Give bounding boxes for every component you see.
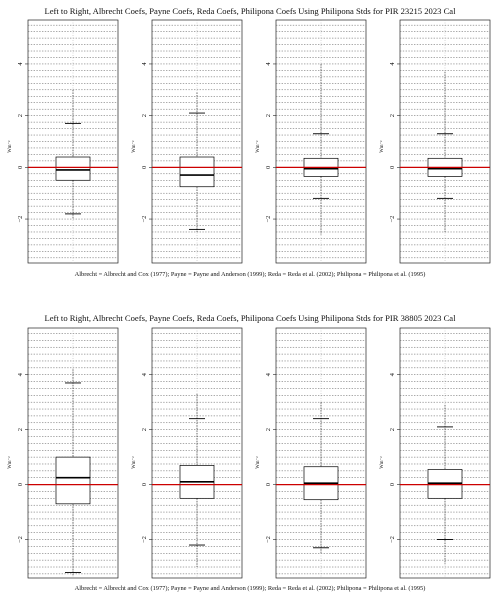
row0-payne-ytick-label: −2 — [141, 216, 148, 223]
row1-payne-ytick-label: −2 — [141, 536, 148, 543]
row0-reda-ylabel: Wm⁻² — [255, 140, 261, 153]
row1-philipona-ytick-label: −2 — [389, 536, 396, 543]
row0-albrecht-ytick-label: −2 — [17, 216, 24, 223]
chart-title-bottom: Left to Right, Albrecht Coefs, Payne Coe… — [44, 313, 456, 323]
row0-philipona-ytick-label: 4 — [389, 62, 396, 66]
row0-payne-box — [179, 156, 215, 188]
row1-payne-ytick-label: 2 — [141, 428, 148, 431]
row0-reda-ytick-label: 0 — [265, 166, 272, 169]
row1-albrecht-ytick-label: 2 — [17, 428, 24, 431]
row1-reda-ytick-label: 0 — [265, 483, 272, 486]
row1-albrecht-ylabel: Wm⁻² — [7, 456, 13, 469]
row1-albrecht-box — [55, 456, 91, 505]
row1-albrecht-ytick-label: 0 — [17, 483, 24, 486]
row1-reda-ytick-label: 2 — [265, 428, 272, 431]
row0-albrecht-ylabel: Wm⁻² — [7, 140, 13, 153]
row0-philipona-ylabel: Wm⁻² — [379, 140, 385, 153]
row1-albrecht-ytick-label: 4 — [17, 372, 24, 376]
chart-caption-top: Albrecht = Albrecht and Cox (1977); Payn… — [74, 271, 426, 278]
row0-payne-ytick-label: 2 — [141, 114, 148, 117]
row1-albrecht-ytick-label: −2 — [17, 536, 24, 543]
row0-albrecht-ytick-label: 0 — [17, 166, 24, 169]
row1-philipona-ytick-label: 4 — [389, 372, 396, 376]
row1-philipona-ylabel: Wm⁻² — [379, 456, 385, 469]
row0-payne-ytick-label: 4 — [141, 62, 148, 66]
row0-reda-ytick-label: 2 — [265, 114, 272, 117]
row1-philipona-ytick-label: 2 — [389, 428, 396, 431]
row0-philipona-ytick-label: −2 — [389, 216, 396, 223]
chart-title-top: Left to Right, Albrecht Coefs, Payne Coe… — [44, 6, 456, 16]
row1-payne-ylabel: Wm⁻² — [131, 456, 137, 469]
row0-reda-ytick-label: −2 — [265, 216, 272, 223]
row1-payne-ytick-label: 0 — [141, 483, 148, 486]
row0-reda-ytick-label: 4 — [265, 62, 272, 66]
row0-albrecht-ytick-label: 4 — [17, 62, 24, 66]
row1-philipona-ytick-label: 0 — [389, 483, 396, 486]
row0-albrecht-box — [55, 156, 91, 181]
row1-payne-ytick-label: 4 — [141, 372, 148, 376]
row1-reda-ytick-label: −2 — [265, 536, 272, 543]
row1-reda-ytick-label: 4 — [265, 372, 272, 376]
chart-caption-bottom: Albrecht = Albrecht and Cox (1977); Payn… — [74, 585, 426, 592]
row0-albrecht-ytick-label: 2 — [17, 114, 24, 117]
row0-philipona-ytick-label: 0 — [389, 166, 396, 169]
row0-philipona-ytick-label: 2 — [389, 114, 396, 117]
row0-payne-ylabel: Wm⁻² — [131, 140, 137, 153]
row0-payne-ytick-label: 0 — [141, 166, 148, 169]
row1-reda-ylabel: Wm⁻² — [255, 456, 261, 469]
